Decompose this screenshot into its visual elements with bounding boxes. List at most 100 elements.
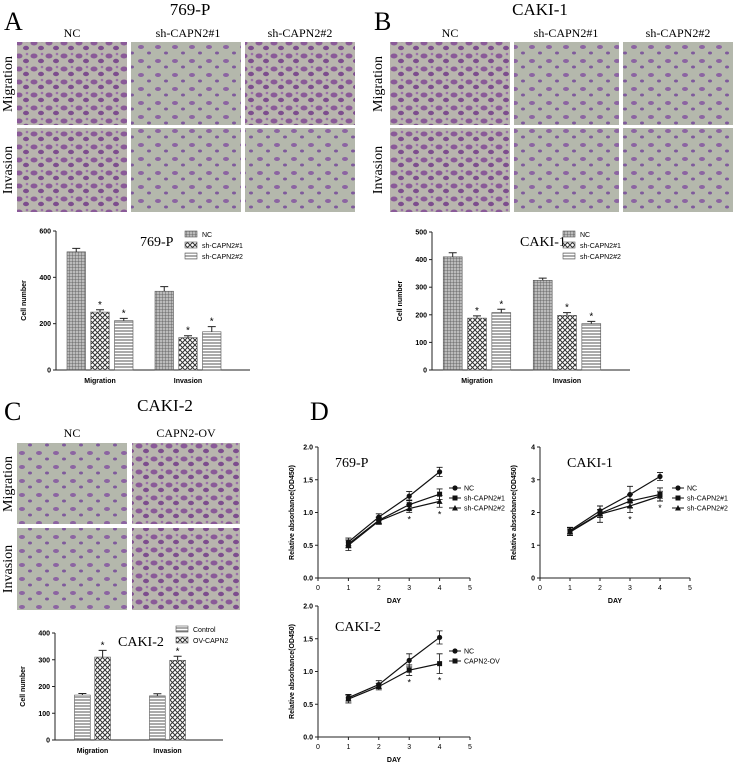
error-bar [98,649,107,658]
x-tick-label: 5 [468,744,472,751]
annotation: * [186,326,190,337]
legend-label: NC [202,232,212,239]
legend-label: sh-CAPN2#2 [202,254,243,261]
error-bar [96,309,104,313]
chart-title: CAKI-2 [118,635,164,650]
x-tick-label: Invasion [174,378,202,385]
x-tick-label: 0 [316,585,320,592]
column-label: sh-CAPN2#1 [534,26,599,40]
error-bar [587,320,596,324]
line [569,475,661,532]
panel-title: CAKI-2 [137,396,193,415]
row-label: Invasion [1,146,16,194]
column-label: sh-CAPN2#2 [646,26,711,40]
marker [406,657,412,663]
y-tick-label: 3 [531,477,535,484]
panel-letter: D [310,397,329,426]
legend-label: Control [193,627,216,634]
legend-label: sh-CAPN2#2 [580,254,621,261]
y-tick-label: 300 [415,285,427,292]
legend-label: NC [580,232,590,239]
error-bar [78,692,87,696]
bar [178,337,198,371]
error-bar [184,335,192,338]
y-tick-label: 2.0 [303,604,313,611]
y-tick-label: 1.0 [303,510,313,517]
chart-title: CAKI-2 [335,620,381,635]
y-tick-label: 300 [38,657,50,664]
y-tick-label: 0 [47,368,51,375]
y-tick-label: 400 [39,275,51,282]
annotation: * [565,303,569,314]
panel-letter: A [4,7,23,36]
column-label: sh-CAPN2#1 [156,26,221,40]
x-tick-label: Migration [461,378,493,385]
x-axis-label: DAY [608,598,622,605]
x-tick-label: 5 [688,585,692,592]
y-tick-label: 2.0 [303,445,313,452]
y-tick-label: 0.5 [303,702,313,709]
error-bar [448,252,457,257]
annotation: * [628,515,632,525]
y-tick-label: 200 [38,684,50,691]
marker [437,634,443,641]
x-tick-label: Migration [77,748,109,755]
micrograph [623,128,733,212]
annotation: * [176,646,180,657]
chart-title: CAKI-1 [520,235,566,250]
bar [90,311,110,371]
micrograph [245,128,355,212]
panel-title: 769-P [170,0,211,19]
micrograph [17,528,127,610]
y-tick-label: 0.0 [303,735,313,742]
annotation: * [98,300,102,311]
x-tick-label: 1 [346,744,350,751]
annotation: * [101,640,105,651]
micrograph [132,528,240,610]
legend-label: sh-CAPN2#1 [687,496,728,503]
legend-marker [675,485,681,491]
micrograph [514,42,619,125]
column-label: NC [442,26,459,40]
bar [467,317,487,371]
micrographs [390,42,733,212]
bar [149,695,166,741]
x-tick-label: Invasion [153,748,181,755]
marker [437,661,443,667]
x-tick-label: 4 [658,585,662,592]
bar [442,256,463,371]
row-label: Migration [371,56,386,112]
x-tick-label: 0 [538,585,542,592]
chart-title: 769-P [140,235,174,250]
y-tick-label: 1.5 [303,477,313,484]
x-tick-label: 0 [316,744,320,751]
annotation: * [407,677,411,687]
legend-marker [452,505,458,511]
y-axis-label: Relative absorbance(OD450) [511,465,518,560]
annotation: * [438,509,442,519]
y-tick-label: 0 [423,368,427,375]
chart-title: 769-P [335,456,369,471]
marker [567,529,573,535]
x-axis-label: DAY [387,598,401,605]
y-axis-label: Cell number [397,280,404,321]
y-tick-label: 100 [415,340,427,347]
marker [345,542,352,548]
annotation: * [589,311,593,322]
panel-title: CAKI-1 [512,0,568,19]
column-label: sh-CAPN2#2 [268,26,333,40]
micrograph [17,42,127,125]
row-label: Invasion [1,545,16,593]
y-tick-label: 1.5 [303,636,313,643]
bar [532,279,553,371]
marker [345,696,351,702]
line [348,500,440,546]
y-tick-label: 1.0 [303,669,313,676]
x-tick-label: 3 [407,744,411,751]
bar [66,251,86,371]
legend-swatch [562,241,576,249]
panel-letter: C [4,397,21,426]
legend-label: sh-CAPN2#1 [580,243,621,250]
legend-swatch [175,636,189,644]
y-axis-label: Relative absorbance(OD450) [289,624,296,719]
